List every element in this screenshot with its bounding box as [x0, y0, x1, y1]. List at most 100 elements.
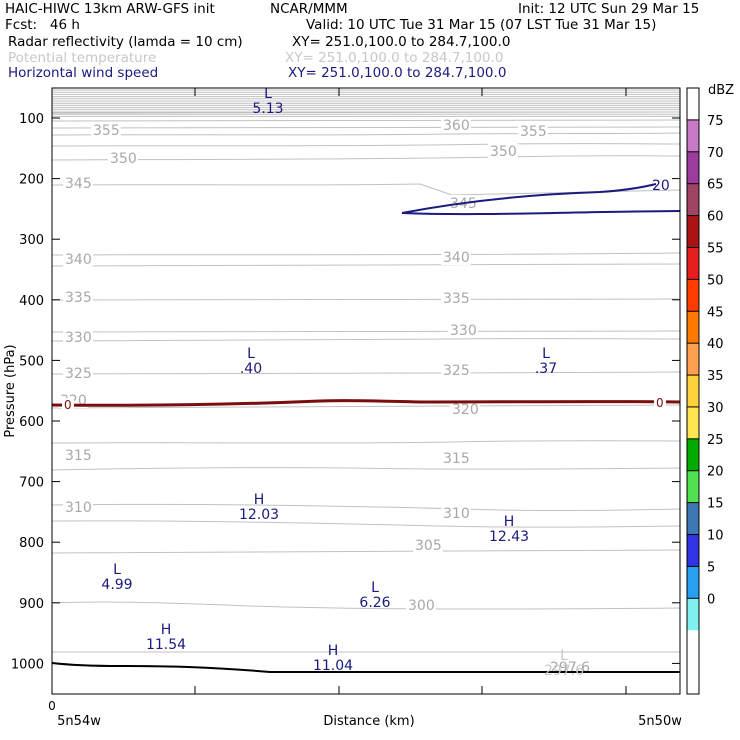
- theta-contour-label: 350: [490, 144, 517, 160]
- theta-contour: [51, 263, 681, 267]
- colorbar-label: 45: [707, 305, 724, 320]
- reflectivity-contour-label: 0: [656, 396, 664, 410]
- header-model: HAIC-HIWC 13km ARW-GFS init: [5, 1, 215, 17]
- y-tick-label: 200: [19, 173, 44, 188]
- theta-contour-label: 310: [443, 506, 470, 522]
- theta-contour-label: 350: [110, 151, 137, 167]
- theta-label-bg: [63, 175, 93, 191]
- theta-label-bg: [441, 249, 471, 265]
- theta-contour: [51, 404, 681, 409]
- y-tick-label: 300: [19, 233, 44, 248]
- extremum-kind: L: [542, 346, 550, 362]
- extremum-value: 12.03: [239, 507, 279, 523]
- theta-contour-label: 310: [65, 500, 92, 516]
- theta-contour: [51, 111, 681, 114]
- theta-label-bg: [91, 122, 121, 138]
- theta-contour-label: 325: [443, 363, 470, 379]
- theta-contour-label: 315: [65, 448, 92, 464]
- y-tick-label: 600: [19, 415, 44, 430]
- extremum-value: .37: [535, 361, 557, 377]
- field-name-wind: Horizontal wind speed: [8, 65, 159, 81]
- theta-label-bg: [441, 117, 471, 133]
- colorbar-swatch: [687, 534, 699, 567]
- extremum-value: 297.6: [544, 663, 584, 679]
- y-tick-label: 100: [19, 112, 44, 127]
- colorbar-swatch: [687, 470, 699, 504]
- extremum-value: 4.99: [101, 577, 132, 593]
- theta-label-bg: [63, 329, 93, 345]
- colorbar-swatch: [687, 279, 699, 312]
- colorbar-label: 10: [707, 529, 724, 544]
- y-axis-label: Pressure (hPa): [3, 344, 18, 437]
- theta-label-bg: [448, 322, 478, 338]
- theta-label-bg: [441, 450, 471, 466]
- theta-label-bg: [63, 251, 93, 267]
- reflectivity-0dbz-contour: [51, 399, 681, 407]
- colorbar-label: 35: [707, 369, 724, 384]
- theta-contour-label: 330: [450, 323, 477, 339]
- colorbar-label: 25: [707, 433, 724, 448]
- colorbar-unit: dBZ: [708, 83, 734, 98]
- extremum-kind: L: [113, 562, 121, 578]
- theta-contour: [51, 132, 681, 136]
- colorbar-swatch: [687, 438, 699, 472]
- theta-label-bg: [63, 499, 93, 515]
- extremum-value: 5.13: [252, 101, 283, 117]
- field-xy-reflectivity: XY= 251.0,100.0 to 284.7,100.0: [292, 34, 511, 50]
- theta-contour: [51, 155, 681, 161]
- theta-contour-label: 340: [443, 250, 470, 266]
- reflectivity-label-bg: [654, 396, 666, 410]
- theta-label-bg: [108, 150, 138, 166]
- theta-contour-label: 315: [443, 451, 470, 467]
- colorbar-label: 75: [707, 114, 724, 129]
- colorbar-label: 50: [707, 273, 724, 288]
- theta-contour-label: 345: [65, 176, 92, 192]
- colorbar-swatch: [687, 566, 699, 599]
- wind-contour-label: 20: [652, 178, 670, 194]
- colorbar-swatch: [687, 151, 699, 185]
- terrain-line: [51, 662, 680, 673]
- colorbar-swatch: [687, 375, 699, 408]
- colorbar-swatch: [687, 247, 699, 280]
- extremum-kind: H: [504, 514, 515, 530]
- colorbar-label: 0: [707, 592, 715, 607]
- theta-contour: [51, 330, 681, 333]
- colorbar-label: 15: [707, 497, 724, 512]
- theta-contour-label: 355: [520, 124, 547, 140]
- extremum-kind: L: [371, 580, 379, 596]
- theta-label-bg: [63, 289, 93, 305]
- plot-frame: [51, 87, 681, 695]
- extremum-kind: H: [254, 492, 265, 508]
- theta-contour: [51, 119, 681, 122]
- theta-contour: [51, 467, 681, 471]
- extremum-kind: L: [247, 346, 255, 362]
- theta-contour-label: 300: [408, 598, 435, 614]
- colorbar-swatch: [687, 502, 699, 536]
- header-fcst: Fcst: 46 h: [5, 17, 80, 33]
- header-init: Init: 12 UTC Sun 29 Mar 15: [518, 1, 700, 17]
- colorbar-label: 40: [707, 337, 724, 352]
- x-axis-label: Distance (km): [323, 714, 414, 729]
- colorbar-swatch: [687, 630, 699, 663]
- extremum-value: 12.43: [489, 529, 529, 545]
- theta-contour: [51, 338, 681, 342]
- extremum-kind: L: [560, 648, 568, 664]
- theta-label-bg: [63, 365, 93, 381]
- colorbar-label: 20: [707, 465, 724, 480]
- theta-contour: [51, 252, 681, 256]
- colorbar-label: 70: [707, 146, 724, 161]
- theta-contour: [51, 503, 681, 512]
- theta-label-bg: [63, 447, 93, 463]
- colorbar-swatch: [687, 119, 699, 153]
- colorbar-label: 5: [707, 560, 715, 575]
- x-tick-label: 0: [48, 699, 56, 713]
- x-endpoint-right: 5n50w: [638, 714, 682, 729]
- theta-label-bg: [450, 401, 480, 417]
- theta-contour: [51, 371, 681, 375]
- theta-contour-label: 320: [452, 402, 479, 418]
- y-tick-label: 900: [19, 597, 44, 612]
- field-name-reflectivity: Radar reflectivity (lamda = 10 cm): [8, 34, 243, 50]
- colorbar-swatch: [687, 183, 699, 217]
